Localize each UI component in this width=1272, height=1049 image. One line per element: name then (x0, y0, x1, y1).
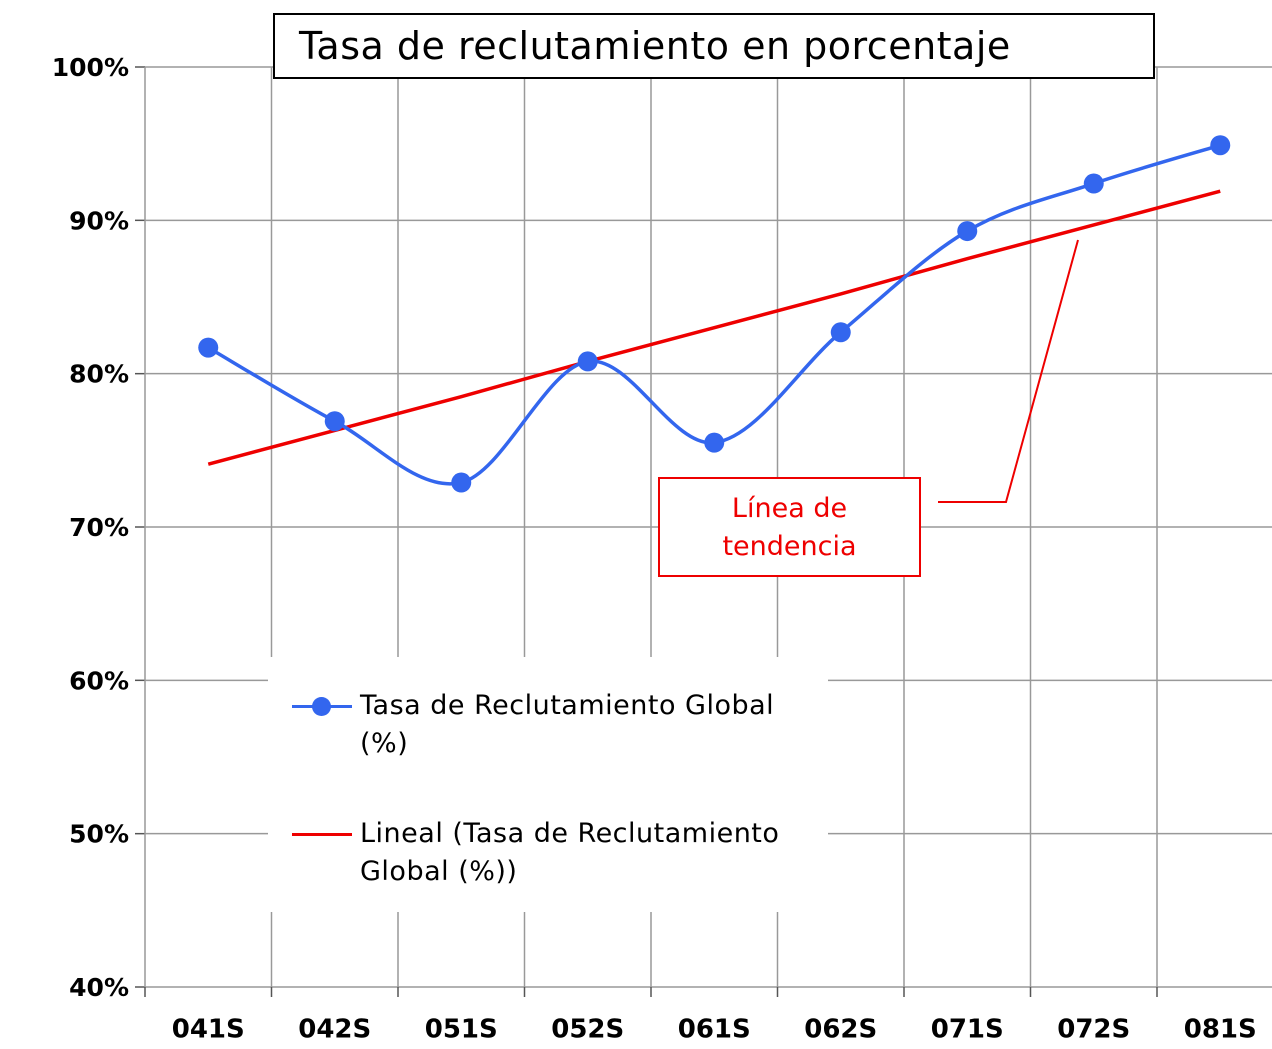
chart-title: Tasa de reclutamiento en porcentaje (273, 13, 1155, 79)
y-tick-label: 60% (69, 666, 129, 695)
legend-marker (312, 697, 331, 716)
x-tick-label: 041S (172, 1015, 245, 1045)
x-tick-label: 081S (1184, 1015, 1257, 1045)
y-tick-label: 70% (69, 513, 129, 542)
legend-label: Lineal (Tasa de Reclutamiento Global (%)… (360, 818, 780, 887)
legend: Tasa de Reclutamiento Global (%) Lineal (… (268, 657, 828, 912)
x-tick-label: 071S (931, 1015, 1004, 1045)
point (451, 472, 472, 493)
series-line (207, 189, 1221, 466)
point (198, 337, 219, 358)
point (957, 221, 978, 242)
x-tick-label: 062S (804, 1015, 877, 1045)
point (1083, 173, 1104, 194)
x-tick-label: 072S (1057, 1015, 1130, 1045)
x-tick-label: 051S (425, 1015, 498, 1045)
annotation-pointer (938, 239, 1079, 503)
legend-symbol (292, 697, 352, 716)
y-tick-label: 50% (69, 820, 129, 849)
y-tick-label: 80% (69, 360, 129, 389)
annotation: Línea de tendencia (658, 477, 921, 577)
legend-label: Tasa de Reclutamiento Global (%) (360, 690, 775, 759)
y-tick-label: 90% (69, 206, 129, 235)
x-tick-label: 061S (678, 1015, 751, 1045)
point (1210, 135, 1231, 156)
x-tick-label: 052S (551, 1015, 624, 1045)
point (324, 411, 345, 432)
x-tick-label: 042S (298, 1015, 371, 1045)
point (577, 351, 598, 372)
point (830, 322, 851, 343)
y-tick-label: 40% (69, 973, 129, 1002)
legend-symbol (292, 833, 352, 836)
point (704, 432, 725, 453)
y-tick-label: 100% (52, 53, 129, 82)
